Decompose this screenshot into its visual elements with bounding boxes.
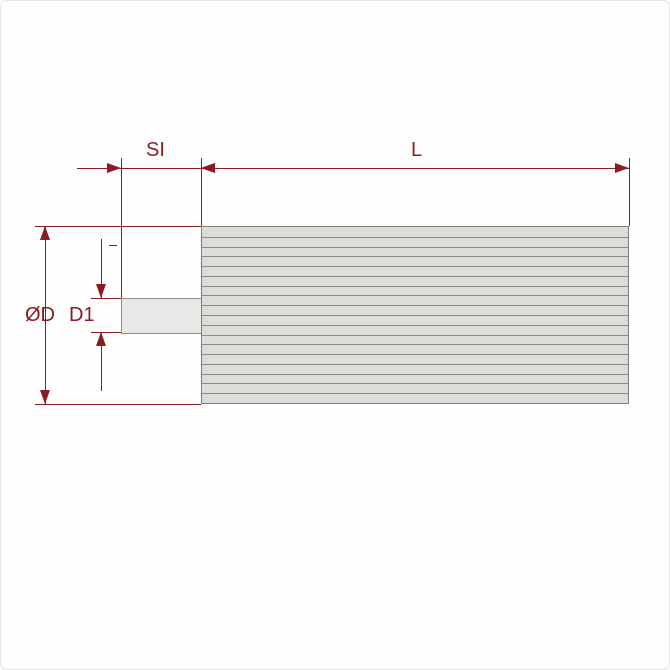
tooth-line [202, 354, 628, 355]
tooth-line [202, 305, 628, 306]
tooth-line [202, 364, 628, 365]
arrow-D-top [45, 226, 46, 227]
arrow-L-left [201, 168, 202, 169]
arrow-D-bot [45, 404, 46, 405]
tooth-line [202, 393, 628, 394]
tooth-line [202, 325, 628, 326]
arrow-SI-left [121, 168, 122, 169]
drawing-canvas: SI L ØD D1 [0, 0, 670, 670]
ext-line-D1-bot [91, 332, 121, 333]
shaft-step [121, 298, 202, 334]
tooth-line [202, 237, 628, 238]
tooth-line [202, 315, 628, 316]
tooth-line [202, 295, 628, 296]
arrow-D1-bot [101, 332, 102, 333]
tooth-line [202, 256, 628, 257]
label-SI: SI [146, 139, 165, 162]
tooth-line [202, 374, 628, 375]
label-L: L [411, 139, 422, 162]
ext-line-shaft-start [121, 158, 122, 298]
label-D1: D1 [69, 304, 95, 327]
tick-dash [109, 245, 117, 246]
tooth-line [202, 266, 628, 267]
ext-line-D1-top [91, 298, 121, 299]
tooth-line [202, 276, 628, 277]
dim-line-SI [77, 168, 201, 169]
pulley-body [201, 226, 629, 404]
arrow-L-right [629, 168, 630, 169]
label-D: ØD [25, 304, 55, 327]
tooth-line [202, 335, 628, 336]
tooth-line [202, 383, 628, 384]
ext-line-D-top [35, 226, 201, 227]
arrow-D1-top [101, 298, 102, 299]
dim-line-L [201, 168, 629, 169]
tooth-line [202, 247, 628, 248]
tooth-line [202, 286, 628, 287]
ext-line-D-bot [35, 404, 201, 405]
tooth-line [202, 344, 628, 345]
